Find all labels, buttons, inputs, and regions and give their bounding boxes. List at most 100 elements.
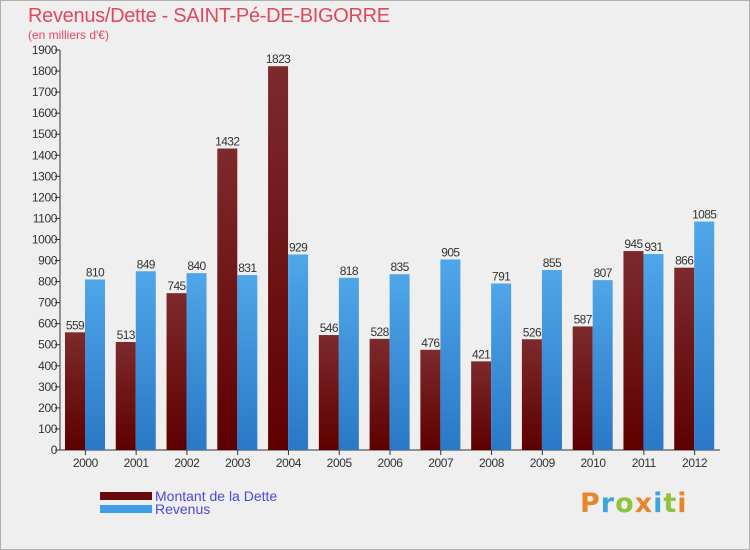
y-tick-label: 300 bbox=[38, 380, 58, 394]
y-tick-label: 900 bbox=[38, 254, 58, 268]
legend-item-revenus: Revenus bbox=[100, 501, 210, 517]
x-tick-label: 2000 bbox=[73, 456, 99, 470]
data-label-dette: 546 bbox=[320, 321, 339, 335]
y-tick-label: 1100 bbox=[33, 211, 58, 225]
bar-revenus bbox=[389, 274, 410, 450]
data-label-revenus: 840 bbox=[187, 259, 206, 273]
bar-revenus bbox=[135, 271, 156, 450]
chart-bars bbox=[65, 66, 715, 451]
bar-dette bbox=[471, 361, 492, 450]
data-label-revenus: 791 bbox=[492, 269, 511, 283]
bar-dette bbox=[65, 332, 85, 450]
bar-dette bbox=[369, 338, 390, 450]
x-tick-label: 2002 bbox=[174, 456, 200, 470]
bar-revenus bbox=[694, 221, 715, 450]
legend-swatch-revenus bbox=[100, 505, 152, 513]
data-label-revenus: 929 bbox=[289, 240, 308, 254]
legend-swatch-dette bbox=[100, 492, 152, 500]
chart-axes: 0 100 200 300 400 500 600 700 800 900 1000 1100 1200… bbox=[32, 43, 720, 470]
data-label-dette: 1823 bbox=[266, 52, 291, 66]
bar-dette bbox=[217, 148, 238, 451]
x-tick-label: 2004 bbox=[276, 456, 302, 470]
bar-revenus bbox=[237, 275, 258, 450]
legend-label-dette: Montant de la Dette bbox=[155, 488, 278, 504]
proxiti-logo: Proxiti bbox=[580, 488, 688, 519]
y-tick-label: 500 bbox=[38, 338, 58, 352]
data-label-revenus: 931 bbox=[644, 240, 663, 254]
data-label-revenus: 810 bbox=[86, 265, 105, 279]
y-tick-label: 1500 bbox=[32, 127, 58, 141]
y-tick-label: 200 bbox=[38, 401, 58, 415]
logo-letter: r bbox=[600, 488, 616, 519]
y-tick-label: 1800 bbox=[32, 64, 58, 78]
y-tick-label: 0 bbox=[51, 443, 58, 457]
bar-dette bbox=[420, 349, 441, 450]
legend-label-revenus: Revenus bbox=[155, 501, 211, 517]
chart-title: Revenus/Dette - SAINT-Pé-DE-BIGORRE bbox=[28, 5, 390, 27]
data-label-revenus: 855 bbox=[543, 256, 562, 270]
data-label-dette: 587 bbox=[574, 312, 593, 326]
y-tick-label: 1400 bbox=[32, 148, 58, 162]
data-label-revenus: 1085 bbox=[692, 208, 717, 222]
data-label-dette: 421 bbox=[472, 347, 491, 361]
y-tick-label: 100 bbox=[38, 422, 58, 436]
data-label-revenus: 835 bbox=[390, 260, 409, 274]
data-label-dette: 528 bbox=[370, 325, 389, 339]
bar-revenus bbox=[491, 283, 512, 450]
logo-letter: x bbox=[634, 488, 654, 519]
data-label-revenus: 905 bbox=[441, 245, 460, 259]
data-label-revenus: 818 bbox=[340, 264, 359, 278]
x-tick-label: 2006 bbox=[377, 456, 403, 470]
x-tick-label: 2003 bbox=[225, 456, 251, 470]
bar-revenus bbox=[186, 273, 207, 450]
bar-dette bbox=[572, 326, 593, 450]
x-tick-label: 2009 bbox=[530, 456, 556, 470]
y-tick-label: 1600 bbox=[32, 106, 58, 120]
data-label-dette: 945 bbox=[624, 237, 643, 251]
x-tick-label: 2010 bbox=[581, 456, 607, 470]
data-label-dette: 476 bbox=[421, 336, 440, 350]
legend-item-dette: Montant de la Dette bbox=[100, 488, 277, 504]
x-tick-label: 2008 bbox=[479, 456, 505, 470]
data-label-dette: 866 bbox=[675, 254, 694, 268]
bar-revenus bbox=[643, 254, 664, 450]
logo-letter: t bbox=[663, 488, 678, 519]
bar-dette bbox=[318, 335, 339, 450]
logo-letter: P bbox=[580, 488, 601, 519]
x-tick-label: 2007 bbox=[428, 456, 454, 470]
bar-revenus bbox=[592, 280, 613, 450]
bar-dette bbox=[115, 342, 136, 450]
chart-subtitle: (en milliers d'€) bbox=[28, 28, 109, 42]
data-label-dette: 745 bbox=[167, 279, 186, 293]
bar-revenus bbox=[440, 259, 461, 450]
y-tick-label: 1000 bbox=[32, 232, 58, 246]
x-tick-label: 2011 bbox=[632, 456, 657, 470]
logo-letter: i bbox=[677, 488, 688, 519]
data-label-revenus: 807 bbox=[594, 266, 613, 280]
logo-letter: o bbox=[615, 488, 635, 519]
y-tick-label: 1200 bbox=[32, 190, 58, 204]
bar-revenus bbox=[288, 254, 309, 450]
x-tick-label: 2012 bbox=[682, 456, 708, 470]
bar-revenus bbox=[85, 279, 105, 450]
logo-letter: i bbox=[653, 488, 664, 519]
data-label-dette: 559 bbox=[66, 318, 85, 332]
x-tick-label: 2001 bbox=[124, 456, 150, 470]
bar-dette bbox=[268, 66, 289, 451]
bar-dette bbox=[521, 339, 542, 450]
y-tick-label: 700 bbox=[38, 296, 58, 310]
y-tick-label: 600 bbox=[38, 317, 58, 331]
bar-dette bbox=[623, 251, 644, 450]
y-tick-label: 400 bbox=[38, 359, 58, 373]
data-label-dette: 526 bbox=[523, 325, 542, 339]
data-label-revenus: 831 bbox=[238, 261, 257, 275]
data-label-dette: 513 bbox=[117, 328, 136, 342]
data-label-dette: 1432 bbox=[215, 135, 240, 149]
x-tick-label: 2005 bbox=[327, 456, 353, 470]
bar-dette bbox=[674, 267, 695, 450]
bar-dette bbox=[166, 293, 187, 450]
bar-revenus bbox=[541, 270, 562, 450]
y-tick-label: 1900 bbox=[32, 43, 58, 57]
